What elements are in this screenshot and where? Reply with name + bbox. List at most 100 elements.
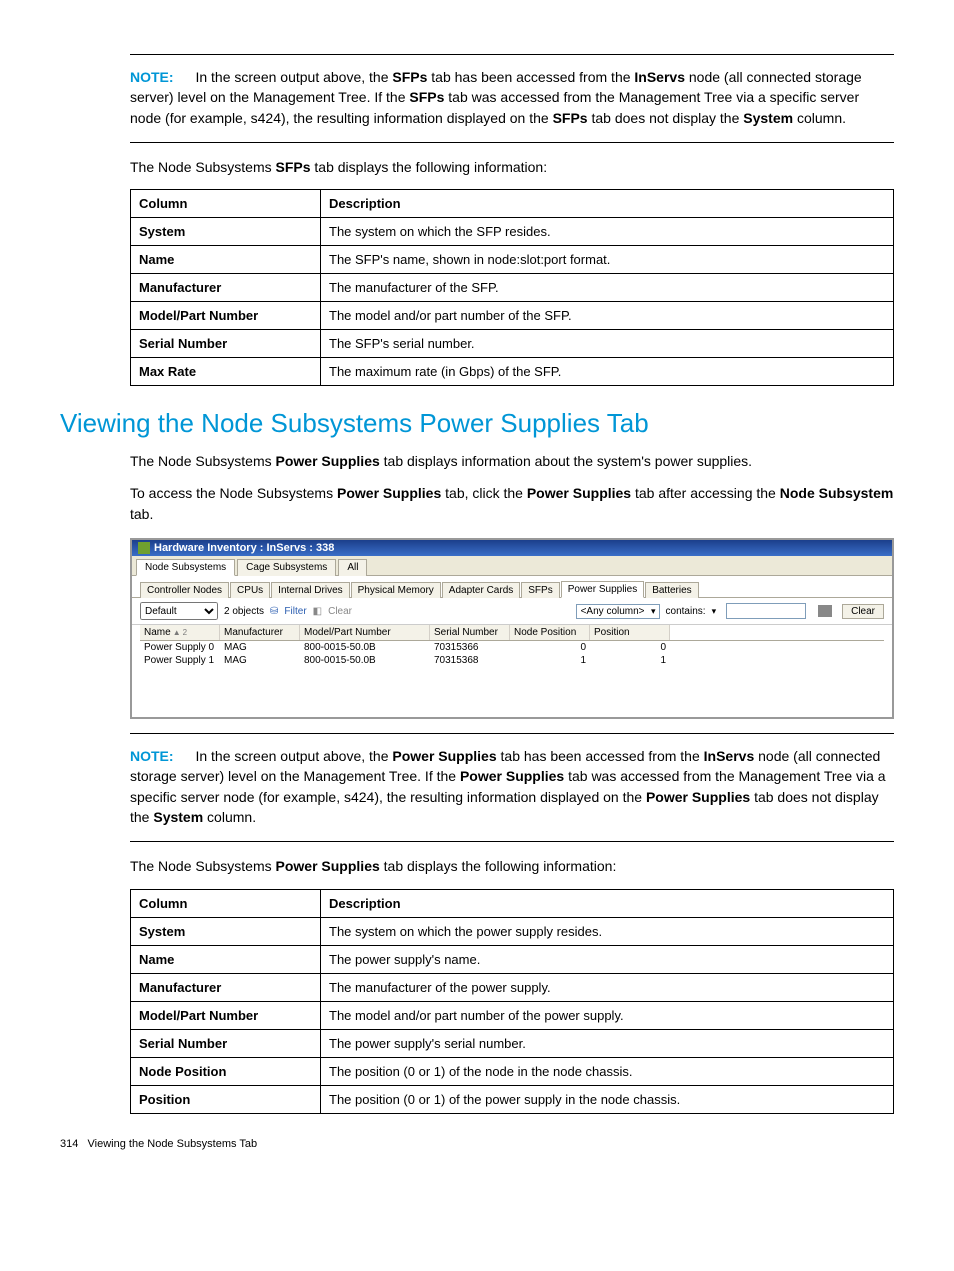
footer-title: Viewing the Node Subsystems Tab <box>88 1138 258 1150</box>
grid-row[interactable]: Power Supply 0MAG800-0015-50.0B703153660… <box>140 641 884 654</box>
outer-tab[interactable]: Cage Subsystems <box>237 559 336 576</box>
col-header-column: Column <box>131 889 321 917</box>
column-name: Model/Part Number <box>131 1001 321 1029</box>
inner-tab[interactable]: Power Supplies <box>561 581 644 598</box>
ps-columns-table: Column Description SystemThe system on w… <box>130 889 894 1114</box>
page-number: 314 <box>60 1138 78 1150</box>
object-count: 2 objects <box>224 606 264 617</box>
table-row: NameThe SFP's name, shown in node:slot:p… <box>131 246 894 274</box>
cell-node-position: 0 <box>510 641 590 654</box>
filter-link[interactable]: Filter <box>284 606 306 617</box>
page-footer: 314 Viewing the Node Subsystems Tab <box>60 1138 894 1150</box>
table-row: SystemThe system on which the power supp… <box>131 917 894 945</box>
column-name: Manufacturer <box>131 274 321 302</box>
column-name: Name <box>131 246 321 274</box>
sfps-columns-table: Column Description SystemThe system on w… <box>130 189 894 386</box>
outer-tab-strip: Node SubsystemsCage SubsystemsAll <box>132 556 892 576</box>
inner-tab[interactable]: CPUs <box>230 582 270 598</box>
col-header-column: Column <box>131 190 321 218</box>
cell-manufacturer: MAG <box>220 641 300 654</box>
col-header-name[interactable]: Name▲2 <box>140 625 220 640</box>
column-name: Name <box>131 945 321 973</box>
col-header-description: Description <box>321 889 894 917</box>
window-title-bar[interactable]: Hardware Inventory : InServs : 338 <box>132 540 892 556</box>
note-block-ps: NOTE: In the screen output above, the Po… <box>130 733 894 842</box>
column-desc: The model and/or part number of the powe… <box>321 1001 894 1029</box>
column-desc: The SFP's serial number. <box>321 330 894 358</box>
filter-column-dropdown[interactable]: <Any column> <box>576 604 660 619</box>
table-row: SystemThe system on which the SFP reside… <box>131 218 894 246</box>
column-name: Serial Number <box>131 330 321 358</box>
filter-value-input[interactable] <box>726 603 806 619</box>
table-header-row: Column Description <box>131 190 894 218</box>
outer-tab[interactable]: All <box>338 559 367 576</box>
inner-tab[interactable]: Internal Drives <box>271 582 349 598</box>
data-grid: Name▲2 Manufacturer Model/Part Number Se… <box>132 625 892 717</box>
document-page: NOTE: In the screen output above, the SF… <box>0 0 954 1180</box>
cell-model: 800-0015-50.0B <box>300 641 430 654</box>
table-header-row: Column Description <box>131 889 894 917</box>
clear-icon[interactable]: ◧ <box>313 606 322 617</box>
note-text: In the screen output above, the SFPs tab… <box>130 69 862 126</box>
inner-tab[interactable]: Controller Nodes <box>140 582 229 598</box>
col-header-manufacturer[interactable]: Manufacturer <box>220 625 300 640</box>
view-select[interactable]: Default <box>140 602 218 620</box>
cell-manufacturer: MAG <box>220 654 300 667</box>
cell-name: Power Supply 0 <box>140 641 220 654</box>
inner-tab[interactable]: SFPs <box>521 582 559 598</box>
inner-tab[interactable]: Physical Memory <box>351 582 441 598</box>
para-ps-access: To access the Node Subsystems Power Supp… <box>130 483 894 524</box>
inner-tab[interactable]: Batteries <box>645 582 698 598</box>
intro-ps: The Node Subsystems Power Supplies tab d… <box>130 856 894 876</box>
cell-serial: 70315366 <box>430 641 510 654</box>
grid-toolbar: Default 2 objects ⛁ Filter ◧ Clear <Any … <box>132 598 892 625</box>
column-name: Model/Part Number <box>131 302 321 330</box>
column-desc: The system on which the SFP resides. <box>321 218 894 246</box>
column-name: Position <box>131 1085 321 1113</box>
column-desc: The power supply's serial number. <box>321 1029 894 1057</box>
cell-position: 0 <box>590 641 670 654</box>
para-ps-intro: The Node Subsystems Power Supplies tab d… <box>130 451 894 471</box>
cell-position: 1 <box>590 654 670 667</box>
printer-icon[interactable] <box>818 605 832 617</box>
column-name: Serial Number <box>131 1029 321 1057</box>
table-row: Serial NumberThe SFP's serial number. <box>131 330 894 358</box>
cell-serial: 70315368 <box>430 654 510 667</box>
grid-row[interactable]: Power Supply 1MAG800-0015-50.0B703153681… <box>140 654 884 667</box>
intro-sfps: The Node Subsystems SFPs tab displays th… <box>130 157 894 177</box>
window-title: Hardware Inventory : InServs : 338 <box>154 542 334 554</box>
column-desc: The position (0 or 1) of the node in the… <box>321 1057 894 1085</box>
column-name: Manufacturer <box>131 973 321 1001</box>
table-row: PositionThe position (0 or 1) of the pow… <box>131 1085 894 1113</box>
table-row: Serial NumberThe power supply's serial n… <box>131 1029 894 1057</box>
col-header-node-position[interactable]: Node Position <box>510 625 590 640</box>
section-heading: Viewing the Node Subsystems Power Suppli… <box>60 408 894 439</box>
table-row: Model/Part NumberThe model and/or part n… <box>131 1001 894 1029</box>
inner-tab[interactable]: Adapter Cards <box>442 582 520 598</box>
column-desc: The power supply's name. <box>321 945 894 973</box>
col-header-serial[interactable]: Serial Number <box>430 625 510 640</box>
col-header-position[interactable]: Position <box>590 625 670 640</box>
column-desc: The model and/or part number of the SFP. <box>321 302 894 330</box>
column-name: System <box>131 917 321 945</box>
column-desc: The maximum rate (in Gbps) of the SFP. <box>321 358 894 386</box>
table-row: ManufacturerThe manufacturer of the SFP. <box>131 274 894 302</box>
clear-filter-link[interactable]: Clear <box>328 606 352 617</box>
chevron-down-icon[interactable]: ▾ <box>712 606 717 617</box>
col-header-description: Description <box>321 190 894 218</box>
column-name: System <box>131 218 321 246</box>
table-row: Max RateThe maximum rate (in Gbps) of th… <box>131 358 894 386</box>
note-label: NOTE: <box>130 748 174 764</box>
clear-button[interactable]: Clear <box>842 604 884 619</box>
column-desc: The system on which the power supply res… <box>321 917 894 945</box>
window-icon <box>138 542 150 554</box>
column-name: Max Rate <box>131 358 321 386</box>
outer-tab[interactable]: Node Subsystems <box>136 559 235 576</box>
filter-icon[interactable]: ⛁ <box>270 606 278 617</box>
col-header-model[interactable]: Model/Part Number <box>300 625 430 640</box>
table-row: Model/Part NumberThe model and/or part n… <box>131 302 894 330</box>
column-desc: The manufacturer of the SFP. <box>321 274 894 302</box>
grid-header-row: Name▲2 Manufacturer Model/Part Number Se… <box>140 625 884 641</box>
column-desc: The manufacturer of the power supply. <box>321 973 894 1001</box>
cell-name: Power Supply 1 <box>140 654 220 667</box>
